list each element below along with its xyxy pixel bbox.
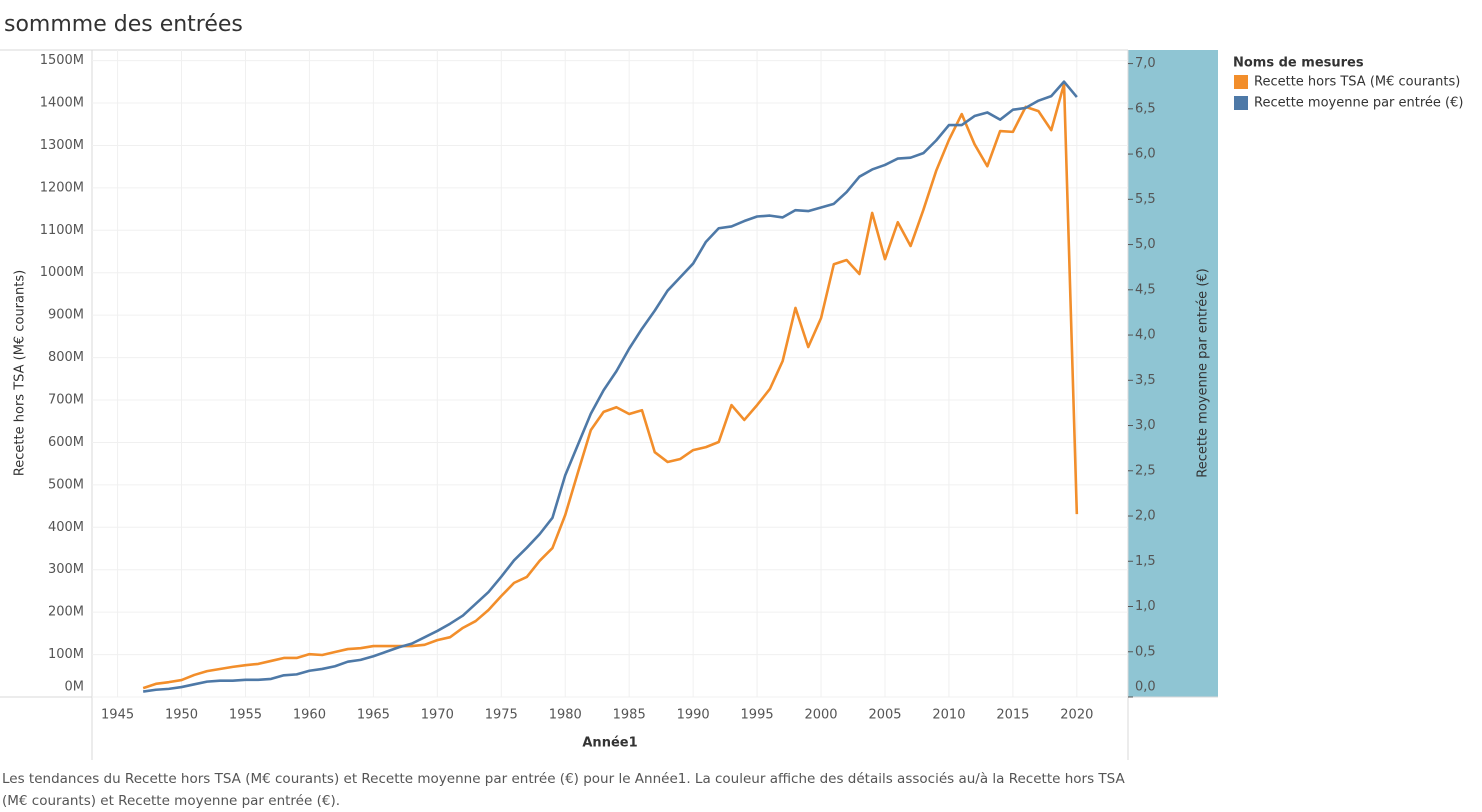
legend-swatch	[1234, 75, 1248, 89]
x-tick-label: 2010	[932, 708, 965, 723]
x-tick-label: 1970	[421, 708, 454, 723]
y2-axis-title: Recette moyenne par entrée (€)	[1196, 268, 1211, 477]
y-tick-label: 900M	[48, 308, 84, 323]
y2-tick-label: 1,0	[1135, 599, 1156, 614]
x-tick-label: 1955	[229, 708, 262, 723]
y-tick-label: 700M	[48, 393, 84, 408]
y2-tick-label: 7,0	[1135, 56, 1156, 71]
y-tick-label: 100M	[48, 647, 84, 662]
series-line	[142, 82, 1079, 690]
y2-tick-label: 6,5	[1135, 101, 1156, 116]
y2-tick-label: 0,5	[1135, 644, 1156, 659]
x-tick-label: 2005	[868, 708, 901, 723]
y2-tick-label: 2,5	[1135, 463, 1156, 478]
y-tick-label: 600M	[48, 435, 84, 450]
y-tick-label: 1300M	[40, 138, 84, 153]
y2-tick-label: 0,0	[1135, 680, 1156, 695]
y-tick-label: 0M	[65, 680, 85, 695]
y2-tick-label: 4,0	[1135, 328, 1156, 343]
x-tick-label: 1980	[549, 708, 582, 723]
x-tick-label: 1965	[357, 708, 390, 723]
x-tick-label: 1975	[485, 708, 518, 723]
y-tick-label: 300M	[48, 562, 84, 577]
x-axis-title: Année1	[582, 736, 637, 751]
y-tick-label: 200M	[48, 605, 84, 620]
caption: Les tendances du Recette hors TSA (M€ co…	[2, 771, 1125, 809]
y2-tick-label: 3,0	[1135, 418, 1156, 433]
y-tick-label: 400M	[48, 520, 84, 535]
x-tick-label: 1985	[613, 708, 646, 723]
chart-title: sommme des entrées	[4, 12, 243, 37]
x-tick-label: 1990	[677, 708, 710, 723]
x-tick-label: 1945	[101, 708, 134, 723]
chart: sommme des entrées Année1 Recette hors T…	[0, 12, 1463, 760]
x-tick-label: 2020	[1060, 708, 1093, 723]
legend-swatch	[1234, 96, 1248, 110]
y-tick-label: 1200M	[40, 180, 84, 195]
y2-tick-label: 2,0	[1135, 509, 1156, 524]
y2-tick-label: 5,0	[1135, 237, 1156, 252]
y2-tick-label: 5,5	[1135, 192, 1156, 207]
y2-axis-band	[1128, 50, 1218, 697]
y-axis-title: Recette hors TSA (M€ courants)	[13, 270, 28, 476]
x-tick-label: 1995	[741, 708, 774, 723]
x-tick-label: 2000	[804, 708, 837, 723]
legend-label: Recette hors TSA (M€ courants)	[1254, 75, 1460, 90]
series-line	[142, 80, 1078, 693]
y-tick-label: 1400M	[40, 96, 84, 111]
y-tick-label: 1500M	[40, 53, 84, 68]
y-tick-label: 500M	[48, 477, 84, 492]
y2-tick-label: 1,5	[1135, 554, 1156, 569]
y-tick-label: 1100M	[40, 223, 84, 238]
legend-title: Noms de mesures	[1233, 56, 1364, 71]
y2-tick-label: 4,5	[1135, 282, 1156, 297]
x-tick-label: 1950	[165, 708, 198, 723]
y-tick-label: 800M	[48, 350, 84, 365]
x-tick-label: 2015	[996, 708, 1029, 723]
y2-tick-label: 6,0	[1135, 147, 1156, 162]
legend-label: Recette moyenne par entrée (€)	[1254, 96, 1463, 111]
y-tick-label: 1000M	[40, 265, 84, 280]
x-tick-label: 1960	[293, 708, 326, 723]
y2-tick-label: 3,5	[1135, 373, 1156, 388]
